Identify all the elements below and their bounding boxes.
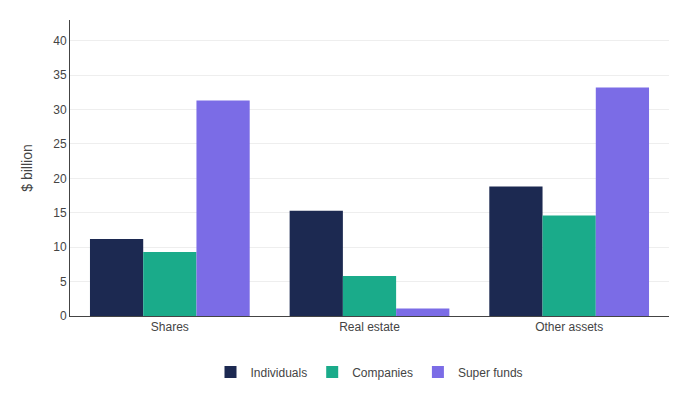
svg-text:35: 35	[53, 68, 67, 82]
svg-text:30: 30	[53, 103, 67, 117]
svg-text:40: 40	[53, 34, 67, 48]
svg-text:10: 10	[53, 240, 67, 254]
svg-text:20: 20	[53, 172, 67, 186]
svg-text:$ billion: $ billion	[19, 144, 35, 191]
svg-text:5: 5	[60, 275, 67, 289]
svg-text:0: 0	[60, 309, 67, 323]
svg-text:15: 15	[53, 206, 67, 220]
svg-text:25: 25	[53, 137, 67, 151]
svg-text:Shares: Shares	[151, 320, 189, 334]
svg-text:Individuals: Individuals	[251, 366, 308, 380]
svg-text:Real estate: Real estate	[339, 320, 400, 334]
svg-text:Companies: Companies	[352, 366, 413, 380]
svg-text:Super funds: Super funds	[458, 366, 523, 380]
svg-text:Other assets: Other assets	[535, 320, 603, 334]
